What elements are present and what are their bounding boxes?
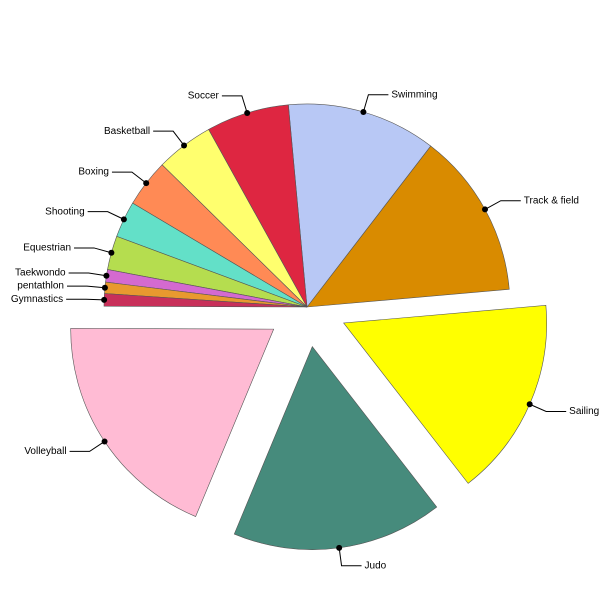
leader-line	[362, 94, 389, 113]
leader-line	[66, 298, 105, 301]
leader-dot	[360, 108, 367, 115]
slice-label: Soccer	[188, 90, 220, 101]
leader-dot	[101, 296, 108, 303]
leader-dot	[108, 249, 115, 256]
leader-dot	[103, 272, 110, 279]
slice-label: Gymnastics	[11, 294, 63, 305]
leader-line	[484, 200, 521, 210]
slice-label: Shooting	[45, 206, 84, 217]
slice-label: pentathlon	[17, 281, 64, 292]
leader-dot	[101, 438, 108, 445]
leader-dot	[481, 206, 488, 213]
pie-slice	[70, 328, 275, 517]
leader-line	[87, 211, 125, 220]
leader-dot	[181, 142, 188, 149]
slice-label: Sailing	[569, 406, 599, 417]
leader-line	[221, 95, 248, 114]
leader-line	[153, 130, 185, 146]
leader-line	[529, 403, 567, 412]
slice-label: Basketball	[104, 126, 150, 137]
slice-label: Judo	[365, 560, 387, 571]
slice-label: Volleyball	[24, 446, 66, 457]
slice-label: Track & field	[524, 195, 579, 206]
slice-label: Taekwondo	[15, 268, 66, 279]
leader-dot	[336, 544, 343, 551]
leader-line	[338, 547, 362, 567]
leader-line	[66, 285, 105, 289]
leader-line	[69, 441, 105, 452]
slice-label: Boxing	[78, 167, 109, 178]
leader-dot	[526, 401, 533, 408]
leader-dot	[143, 180, 150, 187]
slice-label: Equestrian	[23, 243, 71, 254]
leader-dot	[101, 284, 108, 291]
leader-dot	[244, 110, 251, 117]
leader-line	[111, 171, 147, 184]
leader-line	[74, 247, 112, 254]
leader-line	[68, 272, 107, 277]
slice-label: Swimming	[391, 89, 437, 100]
leader-dot	[120, 216, 127, 223]
